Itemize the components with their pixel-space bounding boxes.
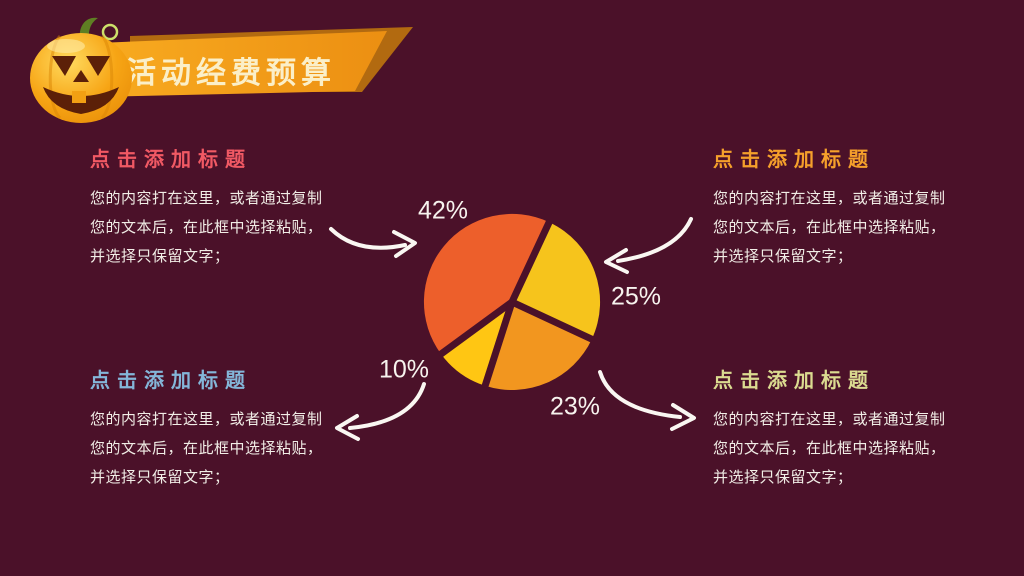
pumpkin-nose <box>73 70 89 82</box>
block-body-line: 并选择只保留文字； <box>90 248 230 265</box>
pie-slice-42 <box>423 213 550 354</box>
block-body-line: 您的内容打在这里，或者通过复制 <box>713 190 946 207</box>
pumpkin-tooth <box>72 91 86 103</box>
pie-slice-gap <box>508 218 554 304</box>
curved-arrow-top-right-icon <box>604 217 693 274</box>
block-body-line: 您的文本后，在此框中选择粘贴， <box>713 219 946 236</box>
text-block-bottom-right: 点击添加标题 您的内容打在这里，或者通过复制 您的文本后，在此框中选择粘贴， 并… <box>713 364 985 492</box>
ribbon-front-shape <box>97 31 387 97</box>
pie-slice-23 <box>485 302 592 391</box>
block-body-line: 您的内容打在这里，或者通过复制 <box>713 411 946 428</box>
block-body-line: 并选择只保留文字； <box>713 469 853 486</box>
block-heading: 点击添加标题 <box>713 149 875 171</box>
block-body-line: 您的文本后，在此框中选择粘贴， <box>713 440 946 457</box>
pie-slice-gap <box>510 298 596 344</box>
pumpkin-icon <box>30 17 132 123</box>
block-body-line: 并选择只保留文字； <box>90 469 230 486</box>
pie-label-25: 25% <box>610 282 662 311</box>
pumpkin-tendril <box>101 23 119 41</box>
pie-label-10: 10% <box>378 355 430 384</box>
text-block-bottom-left: 点击添加标题 您的内容打在这里，或者通过复制 您的文本后，在此框中选择粘贴， 并… <box>90 364 362 492</box>
block-body-line: 并选择只保留文字； <box>713 248 853 265</box>
pie-slice-25 <box>512 222 601 340</box>
pie-label-42: 42% <box>417 196 469 225</box>
pie-label-23: 23% <box>549 392 601 421</box>
block-body-line: 您的内容打在这里，或者通过复制 <box>90 190 323 207</box>
block-heading: 点击添加标题 <box>713 370 875 392</box>
block-body-line: 您的内容打在这里，或者通过复制 <box>90 411 323 428</box>
title-banner-ribbon <box>97 27 413 97</box>
pie-slice-10 <box>441 302 512 386</box>
block-heading: 点击添加标题 <box>90 370 252 392</box>
pumpkin-left-eye <box>52 56 76 76</box>
page-title: 活动经费预算 <box>126 56 336 91</box>
block-body-line: 您的文本后，在此框中选择粘贴， <box>90 440 323 457</box>
block-body-line: 您的文本后，在此框中选择粘贴， <box>90 219 323 236</box>
pie-slice-gap <box>481 300 516 389</box>
pie-slice-gap <box>437 299 515 359</box>
pumpkin-right-eye <box>86 56 110 76</box>
block-heading: 点击添加标题 <box>90 149 252 171</box>
curved-arrow-bottom-right-icon <box>598 370 696 431</box>
pumpkin-highlight <box>47 39 85 53</box>
text-block-top-right: 点击添加标题 您的内容打在这里，或者通过复制 您的文本后，在此框中选择粘贴， 并… <box>713 143 985 271</box>
text-block-top-left: 点击添加标题 您的内容打在这里，或者通过复制 您的文本后，在此框中选择粘贴， 并… <box>90 143 362 271</box>
